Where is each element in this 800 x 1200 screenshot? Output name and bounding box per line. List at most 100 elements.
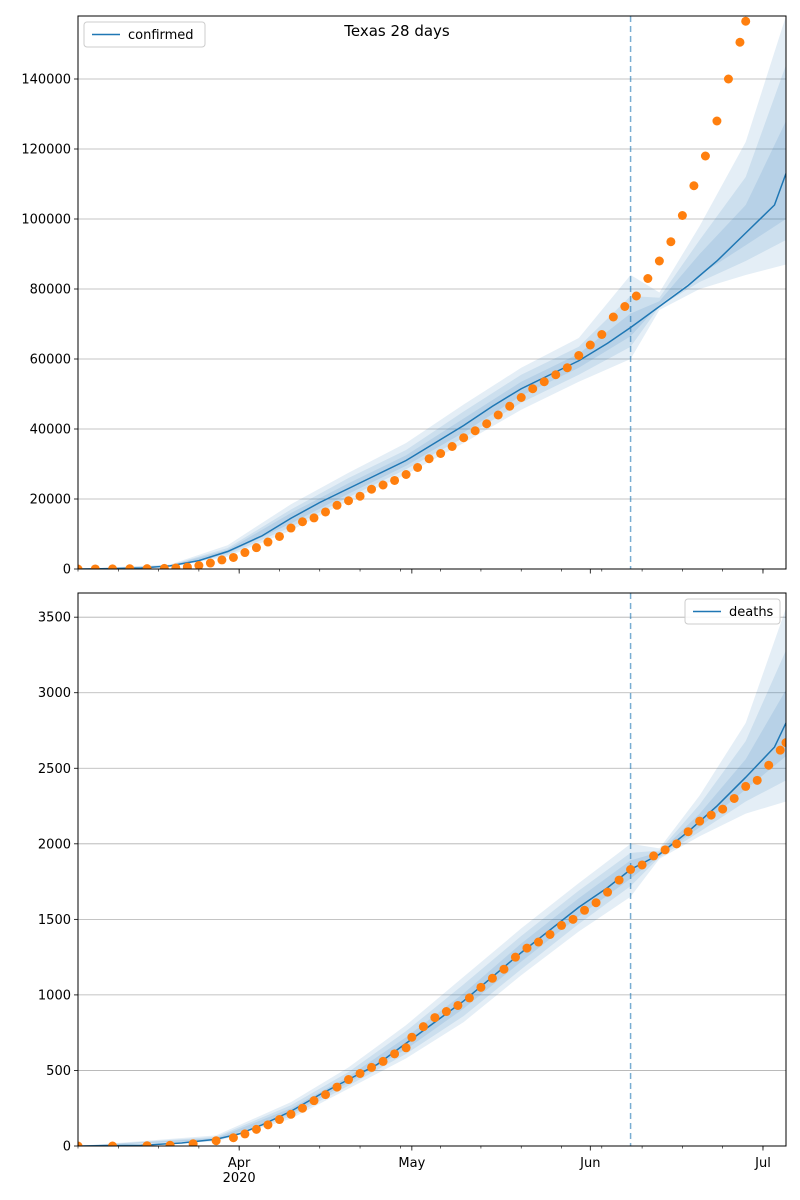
observed-point — [165, 1140, 175, 1146]
observed-point — [735, 37, 745, 47]
y-tick-label: 500 — [46, 1064, 71, 1079]
observed-point — [344, 496, 354, 506]
observed-point — [775, 745, 785, 755]
observed-point — [274, 1115, 284, 1125]
observed-point — [297, 1103, 307, 1113]
observed-point — [533, 937, 543, 947]
observed-point — [390, 1049, 400, 1059]
observed-point — [729, 793, 739, 803]
y-tick-label: 40000 — [30, 423, 71, 438]
observed-point — [706, 810, 716, 820]
observed-point — [211, 1136, 221, 1146]
observed-point — [418, 1022, 428, 1032]
observed-point — [695, 816, 705, 826]
observed-point — [171, 563, 181, 569]
observed-point — [447, 442, 457, 451]
observed-point — [689, 181, 699, 191]
observed-point — [603, 887, 613, 897]
observed-point — [355, 491, 365, 501]
confidence-band — [78, 689, 786, 1146]
observed-point — [125, 564, 135, 569]
observed-point — [718, 804, 728, 814]
observed-point — [344, 1075, 354, 1085]
observed-point — [286, 523, 296, 533]
legend-box — [83, 21, 206, 48]
observed-point — [781, 738, 786, 748]
observed-point — [407, 1032, 417, 1042]
legend-box — [684, 598, 781, 625]
observed-point — [741, 781, 751, 791]
observed-point — [228, 552, 238, 562]
observed-point — [355, 1068, 365, 1078]
observed-point — [499, 964, 509, 974]
x-tick-label: May — [398, 1156, 425, 1171]
observed-point — [677, 211, 687, 220]
observed-point — [620, 302, 630, 311]
observed-point — [591, 898, 601, 908]
observed-point — [608, 312, 618, 322]
observed-point — [660, 845, 670, 855]
fit-line-confirmed — [78, 173, 786, 569]
observed-point — [649, 851, 659, 861]
observed-point — [378, 1056, 388, 1066]
y-tick-label: 120000 — [21, 143, 71, 158]
observed-point — [631, 291, 641, 301]
legend-label: deaths — [729, 605, 774, 620]
observed-point — [205, 558, 215, 568]
observed-point — [459, 433, 469, 443]
observed-point — [263, 1120, 273, 1130]
confidence-band — [78, 121, 786, 569]
observed-point — [441, 1007, 451, 1017]
axes-frame — [77, 592, 787, 1147]
x-tick-label: Jun — [579, 1156, 600, 1171]
observed-point — [413, 463, 423, 472]
y-tick-label: 60000 — [30, 353, 71, 368]
observed-point — [274, 531, 284, 541]
observed-point — [510, 952, 520, 962]
legend-label: confirmed — [128, 28, 194, 43]
observed-point — [545, 929, 555, 939]
observed-point — [240, 548, 250, 558]
observed-point — [522, 943, 532, 953]
observed-point — [476, 982, 486, 992]
observed-point — [464, 993, 474, 1003]
confidence-band — [78, 65, 786, 569]
observed-point — [700, 151, 710, 161]
observed-point — [194, 561, 204, 569]
observed-point — [297, 517, 307, 527]
observed-point — [470, 426, 480, 436]
observed-point — [654, 256, 664, 266]
y-tick-label: 2500 — [38, 762, 71, 777]
observed-point — [430, 1013, 440, 1023]
y-tick-label: 3500 — [38, 611, 71, 626]
observed-point — [562, 363, 572, 373]
x-tick-label: Apr — [228, 1156, 251, 1171]
observed-point — [90, 564, 100, 569]
y-tick-label: 0 — [63, 563, 71, 578]
observed-point — [551, 370, 561, 380]
observed-point — [367, 1062, 377, 1072]
observed-point — [574, 351, 584, 360]
y-tick-label: 3000 — [38, 686, 71, 701]
observed-point — [378, 480, 388, 490]
observed-point — [401, 1043, 411, 1053]
observed-point — [580, 905, 590, 915]
observed-point — [263, 537, 273, 547]
observed-point — [723, 74, 733, 84]
observed-point — [557, 920, 567, 930]
observed-point — [142, 1141, 152, 1146]
observed-point — [390, 475, 400, 485]
observed-point — [539, 377, 549, 387]
observed-point — [643, 274, 653, 283]
observed-point — [505, 401, 515, 411]
observed-point — [240, 1129, 250, 1139]
observed-point — [597, 330, 607, 339]
legend: confirmed — [83, 21, 206, 48]
deaths-chart-panel: 0 500 1000 1500 2000 2500 3000 3500 Apr May Jun Jul… — [38, 592, 787, 1186]
observed-point — [528, 384, 538, 394]
figure-title: Texas 28 days — [343, 22, 450, 40]
observed-point — [309, 513, 319, 523]
observed-point — [585, 340, 595, 350]
observed-point — [228, 1133, 238, 1143]
